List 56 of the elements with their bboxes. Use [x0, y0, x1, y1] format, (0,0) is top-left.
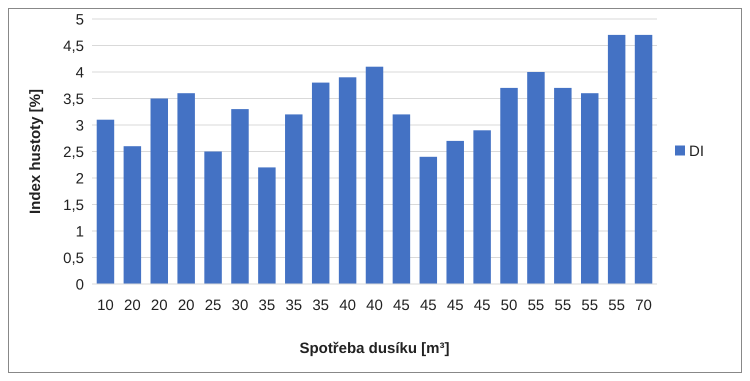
bar [554, 88, 572, 284]
bar [446, 140, 464, 284]
y-axis-title: Index hustoty [%] [27, 88, 44, 214]
bar [580, 93, 598, 284]
x-tick-label: 20 [150, 297, 168, 314]
x-tick-label: 55 [554, 297, 572, 314]
x-tick-label: 70 [635, 297, 652, 314]
x-tick-label: 50 [500, 297, 518, 314]
y-tick-label: 1 [76, 223, 84, 240]
x-tick-label: 40 [339, 297, 356, 314]
x-tick-label: 35 [285, 297, 302, 314]
y-tick-label: 4,5 [63, 38, 84, 55]
bar [124, 146, 142, 284]
x-tick-label: 45 [393, 297, 410, 314]
bar [204, 152, 222, 284]
bar [177, 93, 195, 284]
x-tick-label: 20 [178, 297, 195, 314]
bar [338, 77, 356, 284]
x-tick-label: 30 [232, 297, 248, 314]
bar [473, 130, 491, 284]
bar [150, 98, 168, 284]
bar [366, 66, 384, 284]
y-tick-label: 1,5 [63, 196, 84, 214]
x-tick-label: 40 [366, 297, 383, 314]
bar [258, 167, 276, 284]
x-tick-label: 35 [312, 297, 330, 314]
bar [634, 34, 652, 284]
y-tick-label: 3 [76, 117, 84, 134]
bar [420, 156, 438, 284]
legend-label: DI [689, 142, 704, 160]
x-tick-label: 45 [474, 297, 490, 314]
y-tick-label: 2,5 [63, 144, 84, 161]
y-tick-label: 4 [76, 64, 84, 82]
x-tick-label: 55 [528, 297, 544, 314]
y-tick-label: 2 [76, 170, 84, 188]
x-tick-label: 35 [258, 297, 276, 314]
bar [608, 34, 626, 284]
y-tick-label: 0,5 [63, 250, 84, 267]
x-tick-label: 20 [124, 297, 141, 314]
y-tick-label: 5 [76, 11, 84, 28]
bar [527, 72, 545, 284]
bar [500, 88, 518, 284]
x-tick-label: 25 [204, 297, 222, 314]
y-tick-label: 0 [76, 276, 84, 294]
x-tick-label: 45 [446, 297, 464, 314]
bar [231, 109, 249, 284]
x-axis-title: Spotřeba dusíku [m³] [299, 340, 450, 357]
y-tick-label: 3,5 [63, 90, 84, 108]
x-tick-label: 55 [608, 297, 625, 314]
x-tick-label: 55 [581, 297, 598, 314]
bar [312, 82, 330, 284]
x-tick-label: 10 [97, 297, 114, 314]
bar [96, 120, 114, 284]
x-tick-label: 45 [420, 297, 437, 314]
bar [392, 114, 410, 284]
bar [285, 114, 303, 284]
